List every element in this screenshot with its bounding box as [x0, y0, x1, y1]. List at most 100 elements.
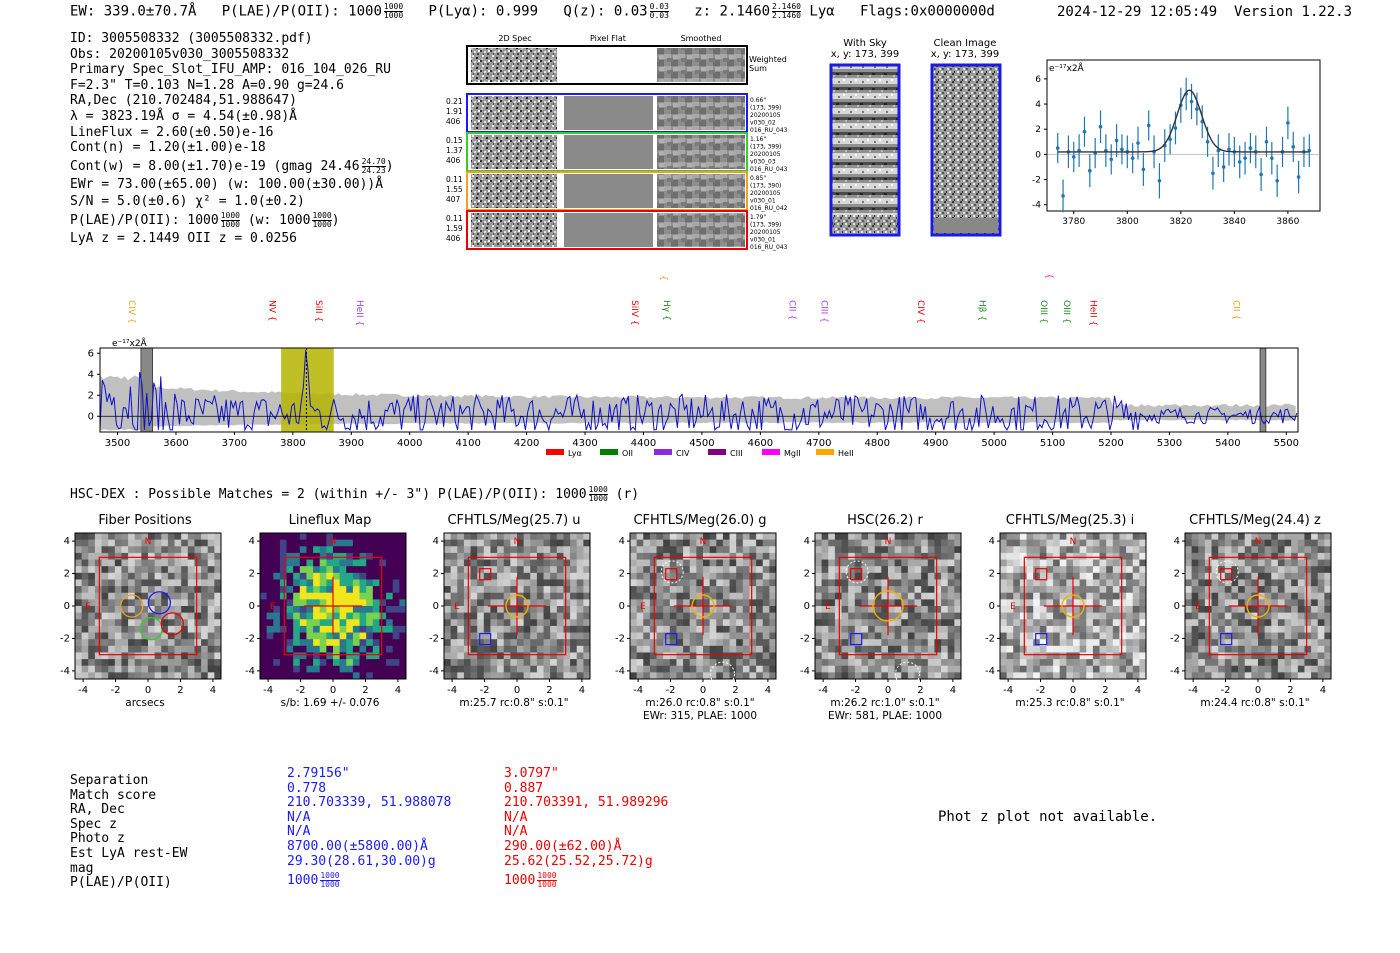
- cutout-pixel: [1198, 559, 1206, 567]
- cutout-pixel: [894, 665, 902, 673]
- cutout-pixel: [306, 579, 314, 587]
- cutout-pixel: [167, 599, 176, 607]
- cutout-pixel: [161, 645, 169, 653]
- fiber-row-right-label: (173, 399): [750, 105, 781, 112]
- cutout-pixel: [128, 559, 136, 567]
- cutout-pixel: [663, 552, 671, 561]
- cutout-pixel: [187, 632, 195, 640]
- cutout-pixel: [352, 632, 361, 640]
- cutout-pixel: [470, 599, 478, 607]
- cutout-pixel: [530, 659, 538, 667]
- cutout-pixel: [207, 645, 215, 653]
- cutout-pixel: [167, 645, 176, 653]
- cutout-pixel: [359, 592, 367, 600]
- cutout-pixel: [161, 672, 169, 680]
- cutout-pixel: [1317, 625, 1325, 634]
- cutout-pixel: [643, 665, 651, 673]
- cutout-pixel: [530, 606, 538, 614]
- cutout-pixel: [716, 592, 724, 600]
- cutout-pixel: [1251, 579, 1259, 587]
- cutout-pixel: [477, 606, 485, 614]
- cutout-pixel: [934, 632, 942, 640]
- cutout-pixel: [392, 619, 400, 627]
- cutout-pixel: [576, 606, 584, 614]
- cutout-pixel: [1244, 652, 1252, 660]
- cutout-pixel: [1073, 579, 1081, 587]
- cutout-pixel: [444, 586, 452, 594]
- cutout-pixel: [1185, 632, 1193, 640]
- cutout-pixel: [1204, 659, 1213, 667]
- cutout-pixel: [1198, 579, 1206, 587]
- cutout-pixel: [1211, 672, 1219, 680]
- cutout-pixel: [510, 533, 518, 541]
- fiber-row-right-label: 016_RU_043: [750, 127, 788, 134]
- cutout-pixel: [1198, 659, 1206, 667]
- cutout-pixel: [1033, 659, 1041, 667]
- cutout-ytick-label: -4: [60, 666, 70, 677]
- cutout-pixel: [517, 546, 525, 554]
- cutout-pixel: [1119, 533, 1127, 541]
- cutout-pixel: [266, 659, 274, 667]
- cutout-pixel: [762, 652, 770, 660]
- cutout-pixel: [1291, 645, 1299, 653]
- cutout-pixel: [75, 546, 83, 554]
- cutout-pixel: [319, 579, 327, 587]
- cutout-pixel: [293, 645, 301, 653]
- cutout-pixel: [477, 652, 485, 660]
- cutout-pixel: [1119, 612, 1127, 620]
- cutout-pixel: [1264, 612, 1272, 620]
- cutout-pixel: [550, 659, 558, 667]
- cutout-pixel: [510, 546, 518, 554]
- cutout-pixel: [709, 546, 717, 554]
- cutout-pixel: [75, 586, 83, 594]
- cutout-pixel: [676, 619, 684, 627]
- cutout-pixel: [352, 552, 361, 561]
- cutout-pixel: [161, 625, 169, 634]
- header-line: Lyα: [809, 3, 835, 20]
- cutout-pixel: [1126, 539, 1134, 547]
- fiber-row-left-label: 0.21: [446, 97, 463, 106]
- cutout-pixel: [1013, 639, 1021, 647]
- cutout-pixel: [570, 579, 578, 587]
- cutout-pixel: [815, 606, 823, 614]
- match-marker-red: [1035, 568, 1048, 581]
- cutout-pixel: [1251, 625, 1259, 634]
- cutout-pixel: [1251, 552, 1259, 561]
- cutout-pixel: [333, 672, 341, 680]
- detection-circle: [1246, 594, 1270, 618]
- cutout-pixel: [101, 659, 109, 667]
- cutout-pixel: [201, 619, 209, 627]
- cutout-pixel: [1046, 652, 1054, 660]
- cutout-pixel: [689, 572, 697, 580]
- cutout-pixel: [154, 619, 162, 627]
- cutout-pixel: [888, 665, 896, 673]
- cutout-pixel: [517, 572, 525, 580]
- zoom-ytick-label: 4: [1035, 100, 1041, 110]
- cutout-pixel: [762, 579, 770, 587]
- cutout-pixel: [1317, 612, 1325, 620]
- cutout-pixel: [148, 659, 156, 667]
- cutout-pixel: [947, 665, 955, 673]
- cutout-pixel: [444, 606, 452, 614]
- cutout-pixel: [756, 533, 764, 541]
- cutout-pixel: [927, 625, 935, 634]
- spec-ytick-label: 6: [88, 348, 94, 359]
- cutout-pixel: [450, 552, 458, 561]
- cutout-pixel: [167, 559, 176, 567]
- cutout-pixel: [914, 546, 922, 554]
- cutout-pixel: [630, 592, 638, 600]
- cutout-pixel: [1073, 659, 1081, 667]
- cutout-ytick-label: 4: [433, 536, 439, 547]
- cutout-pixel: [1238, 586, 1246, 594]
- match-marker-blue: [1220, 632, 1233, 646]
- cutout-pixel: [1284, 659, 1292, 667]
- cutout-pixel: [762, 619, 770, 627]
- cutout-pixel: [88, 539, 96, 547]
- cutout-pixel: [1231, 559, 1239, 567]
- cutout-pixel: [81, 659, 89, 667]
- cutout-pixel: [1218, 652, 1226, 660]
- cutout-pixel: [463, 572, 472, 580]
- info-obs: Obs: 20200105v030_3005508332: [70, 46, 290, 62]
- cutout-pixel: [352, 606, 361, 614]
- cutout-pixel: [828, 552, 836, 561]
